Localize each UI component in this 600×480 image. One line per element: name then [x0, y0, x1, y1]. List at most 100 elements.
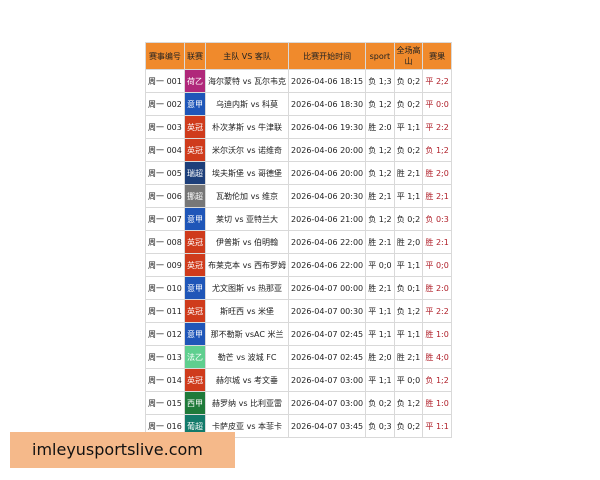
time-cell: 2026-04-06 20:00	[288, 138, 367, 162]
id-cell: 周一 004	[145, 138, 185, 162]
league-cell: 意甲	[183, 322, 207, 346]
header-cell: 主队 VS 客队	[205, 42, 290, 70]
time-cell: 2026-04-06 21:00	[288, 207, 367, 231]
time-cell: 2026-04-06 19:30	[288, 115, 367, 139]
sport-cell: 胜 2;1	[365, 276, 395, 300]
sport-cell: 平 1;1	[365, 322, 395, 346]
sport-cell: 负 0;3	[365, 414, 395, 438]
time-cell: 2026-04-07 03:00	[288, 368, 367, 392]
full-cell: 平 1;1	[393, 184, 424, 208]
match-cell: 勒芒 vs 波城 FC	[205, 345, 290, 369]
table-row: 周一 011 英冠 斯旺西 vs 米堡 2026-04-07 00:30 平 1;1 负 …	[145, 299, 452, 323]
id-cell: 周一 009	[145, 253, 185, 277]
table-row: 周一 006 挪超 瓦勒伦加 vs 维京 2026-04-06 20:30 胜 2;1 平…	[145, 184, 452, 208]
result-cell: 胜 1:0	[422, 322, 452, 346]
match-cell: 赫尔城 vs 考文垂	[205, 368, 290, 392]
time-cell: 2026-04-07 00:30	[288, 299, 367, 323]
full-cell: 负 1;2	[393, 391, 424, 415]
league-cell: 意甲	[183, 92, 207, 116]
match-cell: 朴次茅斯 vs 牛津联	[205, 115, 290, 139]
header-cell: 联赛	[183, 42, 207, 70]
result-cell: 平 1:1	[422, 414, 452, 438]
match-cell: 尤文图斯 vs 热那亚	[205, 276, 290, 300]
league-cell: 意甲	[183, 276, 207, 300]
result-cell: 负 1;2	[422, 368, 452, 392]
header-cell: 赛果	[422, 42, 452, 70]
id-cell: 周一 008	[145, 230, 185, 254]
sport-cell: 胜 2;1	[365, 184, 395, 208]
table-row: 周一 005 瑞超 埃夫斯堡 vs 哥德堡 2026-04-06 20:00 负 1;2…	[145, 161, 452, 185]
table-row: 周一 009 英冠 布莱克本 vs 西布罗姆 2026-04-06 22:00 平 0;…	[145, 253, 452, 277]
id-cell: 周一 014	[145, 368, 185, 392]
result-cell: 胜 2;1	[422, 184, 452, 208]
match-cell: 瓦勒伦加 vs 维京	[205, 184, 290, 208]
sport-cell: 负 1;2	[365, 207, 395, 231]
time-cell: 2026-04-07 02:45	[288, 345, 367, 369]
time-cell: 2026-04-06 18:15	[288, 69, 367, 93]
league-cell: 西甲	[183, 391, 207, 415]
time-cell: 2026-04-06 22:00	[288, 230, 367, 254]
full-cell: 负 0;1	[393, 276, 424, 300]
result-cell: 胜 2:0	[422, 276, 452, 300]
time-cell: 2026-04-07 03:00	[288, 391, 367, 415]
result-cell: 平 2;2	[422, 69, 452, 93]
match-cell: 乌迪内斯 vs 科莫	[205, 92, 290, 116]
result-cell: 平 2:2	[422, 115, 452, 139]
full-cell: 胜 2;1	[393, 161, 424, 185]
table-row: 周一 003 英冠 朴次茅斯 vs 牛津联 2026-04-06 19:30 胜 2:0…	[145, 115, 452, 139]
table-row: 周一 007 意甲 莱切 vs 亚特兰大 2026-04-06 21:00 负 1;2 负…	[145, 207, 452, 231]
full-cell: 负 0;2	[393, 414, 424, 438]
result-cell: 平 2:2	[422, 299, 452, 323]
header-row: 赛事编号 联赛 主队 VS 客队 比赛开始时间 sport 全场高山 赛果	[145, 42, 452, 70]
match-cell: 斯旺西 vs 米堡	[205, 299, 290, 323]
id-cell: 周一 006	[145, 184, 185, 208]
table-row: 周一 014 英冠 赫尔城 vs 考文垂 2026-04-07 03:00 平 1;1 平…	[145, 368, 452, 392]
league-cell: 英冠	[183, 138, 207, 162]
id-cell: 周一 011	[145, 299, 185, 323]
header-cell: 全场高山	[393, 42, 424, 70]
league-cell: 荷乙	[183, 69, 207, 93]
result-cell: 胜 1:0	[422, 391, 452, 415]
result-cell: 平 0:0	[422, 92, 452, 116]
full-cell: 平 0;0	[393, 368, 424, 392]
id-cell: 周一 007	[145, 207, 185, 231]
match-cell: 赫罗纳 vs 比利亚雷	[205, 391, 290, 415]
id-cell: 周一 012	[145, 322, 185, 346]
league-cell: 英冠	[183, 253, 207, 277]
time-cell: 2026-04-06 20:30	[288, 184, 367, 208]
sport-cell: 平 1;1	[365, 368, 395, 392]
full-cell: 负 0;2	[393, 138, 424, 162]
table-row: 周一 004 英冠 米尔沃尔 vs 诺维奇 2026-04-06 20:00 负 1;2…	[145, 138, 452, 162]
match-cell: 伊普斯 vs 伯明翰	[205, 230, 290, 254]
league-cell: 英冠	[183, 115, 207, 139]
id-cell: 周一 003	[145, 115, 185, 139]
full-cell: 负 1;2	[393, 299, 424, 323]
full-cell: 负 0;2	[393, 207, 424, 231]
time-cell: 2026-04-07 02:45	[288, 322, 367, 346]
table-row: 周一 010 意甲 尤文图斯 vs 热那亚 2026-04-07 00:00 胜 2;1…	[145, 276, 452, 300]
sport-cell: 胜 2:0	[365, 115, 395, 139]
full-cell: 平 1;1	[393, 253, 424, 277]
result-cell: 胜 2;0	[422, 161, 452, 185]
table-row: 周一 001 荷乙 海尔蒙特 vs 瓦尔韦克 2026-04-06 18:15 负 1;…	[145, 69, 452, 93]
match-cell: 米尔沃尔 vs 诺维奇	[205, 138, 290, 162]
header-cell: sport	[365, 42, 395, 70]
league-cell: 法乙	[183, 345, 207, 369]
result-cell: 负 1;2	[422, 138, 452, 162]
time-cell: 2026-04-06 18:30	[288, 92, 367, 116]
id-cell: 周一 001	[145, 69, 185, 93]
result-cell: 胜 2:1	[422, 230, 452, 254]
match-table: 赛事编号 联赛 主队 VS 客队 比赛开始时间 sport 全场高山 赛果 周一 001 荷乙海…	[145, 42, 452, 438]
id-cell: 周一 002	[145, 92, 185, 116]
full-cell: 平 1;1	[393, 322, 424, 346]
full-cell: 胜 2;0	[393, 230, 424, 254]
time-cell: 2026-04-06 20:00	[288, 161, 367, 185]
sport-cell: 平 1;1	[365, 299, 395, 323]
league-cell: 意甲	[183, 207, 207, 231]
sport-cell: 负 1;2	[365, 161, 395, 185]
result-cell: 胜 4;0	[422, 345, 452, 369]
table-row: 周一 013 法乙 勒芒 vs 波城 FC 2026-04-07 02:45 胜 2;0…	[145, 345, 452, 369]
result-cell: 负 0:3	[422, 207, 452, 231]
time-cell: 2026-04-07 00:00	[288, 276, 367, 300]
